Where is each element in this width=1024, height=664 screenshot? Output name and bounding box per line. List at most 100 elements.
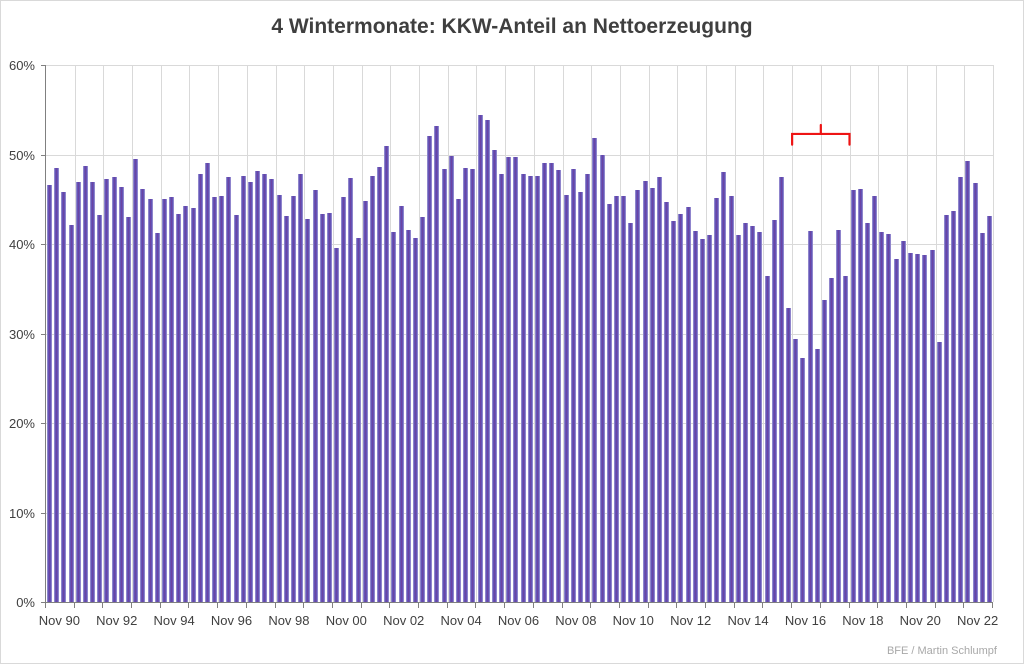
bar <box>585 174 591 602</box>
bar <box>204 162 210 602</box>
x-axis-label: Nov 06 <box>497 613 540 628</box>
bar <box>649 187 655 602</box>
bar <box>972 183 978 602</box>
bar <box>671 220 677 602</box>
bar <box>771 219 777 602</box>
bar <box>929 250 935 602</box>
bar <box>477 115 483 602</box>
bar <box>183 205 189 602</box>
y-axis-label: 20% <box>8 416 35 431</box>
x-axis-tick <box>188 603 190 608</box>
plot-area <box>45 65 994 603</box>
x-axis-tick <box>733 603 735 608</box>
x-axis-tick <box>532 603 534 608</box>
x-axis-label: Nov 04 <box>440 613 482 628</box>
x-axis-label: Nov 12 <box>670 613 712 628</box>
x-axis-tick <box>819 603 821 608</box>
x-gridline <box>763 65 765 602</box>
y-axis-label: 50% <box>8 147 35 163</box>
x-gridline <box>505 65 507 602</box>
bar <box>556 169 562 602</box>
bar <box>298 174 304 602</box>
x-axis-tick <box>360 603 362 608</box>
x-gridline <box>562 65 564 602</box>
bar <box>570 168 576 602</box>
bar <box>398 205 404 602</box>
bar <box>226 176 232 602</box>
bar <box>463 167 469 602</box>
bar <box>484 119 490 602</box>
bar <box>664 201 670 602</box>
bar <box>319 213 325 602</box>
x-gridline <box>103 65 105 602</box>
bar <box>577 192 583 602</box>
x-axis-tick <box>45 603 46 608</box>
bar <box>412 237 418 602</box>
x-gridline <box>476 65 478 602</box>
x-axis-tick <box>934 603 936 608</box>
y-axis-label: 10% <box>8 505 35 521</box>
bar <box>434 125 440 602</box>
y-axis-tick <box>41 333 45 335</box>
x-gridline <box>706 65 708 602</box>
x-axis-tick <box>331 603 333 608</box>
bar <box>642 181 648 602</box>
x-gridline <box>304 65 306 602</box>
bar <box>893 259 899 602</box>
x-axis-label: Nov 18 <box>842 613 884 628</box>
credit-text: BFE / Martin Schlumpf <box>886 645 997 657</box>
bar <box>247 182 253 602</box>
x-axis-tick <box>705 603 707 608</box>
bar <box>276 194 282 602</box>
bar <box>197 174 203 602</box>
x-gridline <box>820 65 822 602</box>
x-axis-tick <box>73 603 75 608</box>
bar <box>907 252 913 602</box>
bar <box>269 178 275 602</box>
bar <box>305 218 311 602</box>
x-axis-tick <box>217 603 219 608</box>
y-gridline <box>46 512 993 514</box>
x-gridline <box>677 65 679 602</box>
bar <box>341 196 347 602</box>
y-gridline <box>46 423 993 424</box>
bar <box>621 195 627 602</box>
x-axis-tick <box>963 603 965 608</box>
bar <box>742 222 748 602</box>
bar <box>951 210 957 602</box>
bar <box>563 194 569 602</box>
bar <box>161 199 167 602</box>
bar <box>362 201 368 602</box>
x-gridline <box>619 65 621 602</box>
x-gridline <box>849 65 851 602</box>
bar <box>549 163 555 602</box>
bar <box>420 217 426 602</box>
bar <box>979 233 985 602</box>
bar <box>534 175 540 602</box>
y-axis-tick <box>41 602 45 603</box>
bar <box>965 160 971 602</box>
bar <box>707 235 713 602</box>
x-axis-label: Nov 02 <box>383 613 425 628</box>
x-axis-label: Nov 98 <box>268 613 310 628</box>
x-gridline <box>591 65 593 602</box>
y-axis-label: 60% <box>8 58 35 73</box>
bar <box>176 213 182 602</box>
bar <box>68 225 74 602</box>
bar <box>915 253 921 602</box>
bar <box>599 154 605 602</box>
bar <box>90 182 96 602</box>
x-gridline <box>361 65 363 602</box>
bar <box>391 232 397 602</box>
bar <box>255 170 261 602</box>
bar <box>506 157 512 602</box>
bar <box>900 241 906 602</box>
y-axis-tick <box>41 154 45 156</box>
bar <box>699 238 705 602</box>
bar <box>721 172 727 602</box>
bar <box>750 226 756 602</box>
bar <box>735 235 741 602</box>
bar <box>355 237 361 602</box>
bar <box>54 167 60 602</box>
bar <box>520 174 526 602</box>
